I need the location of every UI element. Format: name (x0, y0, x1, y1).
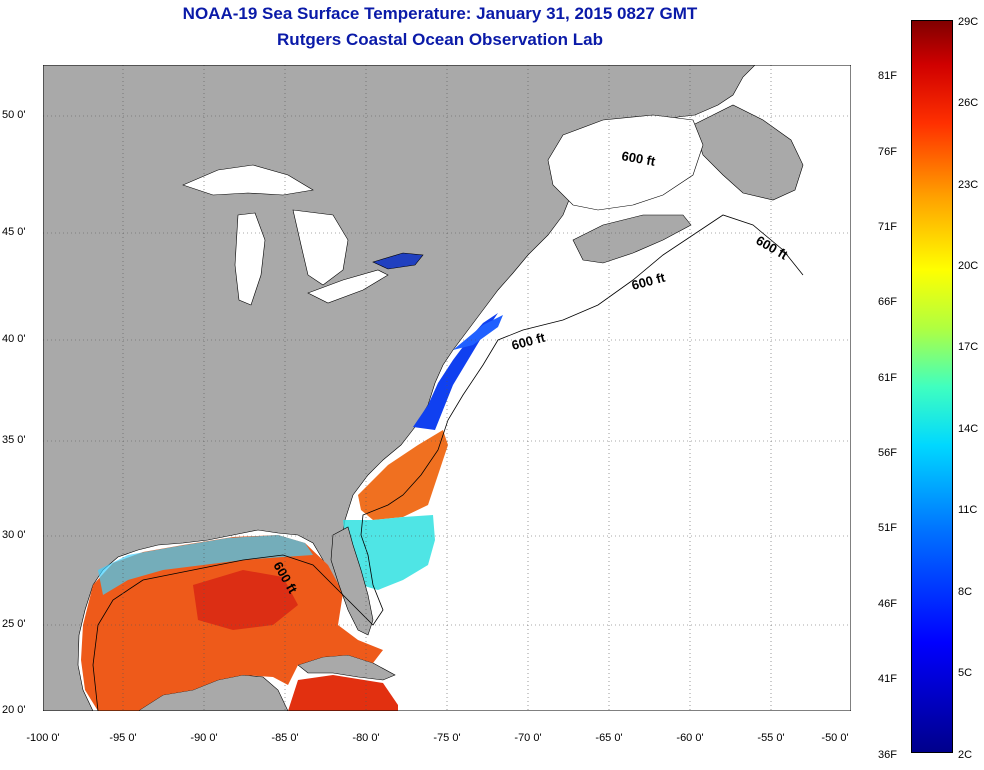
lon-label: -80 0' (352, 732, 380, 744)
sst-gulf-cool-shelf (98, 535, 313, 595)
colorbar-label-c: 5C (958, 667, 973, 679)
lon-label: -70 0' (514, 732, 542, 744)
lat-label: 35 0' (2, 434, 26, 446)
sst-gulf-warm-core (193, 570, 298, 630)
lat-label: 40 0' (2, 333, 26, 345)
colorbar-label-c: 29C (958, 16, 979, 28)
colorbar-label-c: 26C (958, 97, 979, 109)
colorbar-label-f: 61F (878, 372, 897, 384)
lat-label: 45 0' (2, 226, 26, 238)
lat-label: 25 0' (2, 618, 26, 630)
colorbar-label-c: 11C (958, 504, 978, 516)
colorbar-label-f: 46F (878, 598, 897, 610)
colorbar-label-f: 56F (878, 447, 897, 459)
colorbar-label-f: 36F (878, 749, 897, 761)
water-lake-michigan (234, 212, 266, 306)
sst-atlantic-gulf-stream (358, 430, 448, 520)
water-lake-huron (292, 209, 349, 286)
colorbar-label-c: 8C (958, 586, 973, 598)
lon-label: -95 0' (109, 732, 137, 744)
lon-label: -90 0' (190, 732, 218, 744)
sst-caribbean (288, 675, 398, 711)
sst-ny-bight (453, 315, 503, 350)
colorbar-label-f: 76F (878, 146, 897, 158)
lon-label: -75 0' (433, 732, 461, 744)
lon-label: -50 0' (821, 732, 849, 744)
colorbar-label-f: 66F (878, 296, 897, 308)
lat-label: 50 0' (2, 109, 26, 121)
map-title: NOAA-19 Sea Surface Temperature: January… (182, 4, 698, 23)
contour-label-gulf-maine: 600 ft (620, 148, 657, 169)
colorbar-label-c: 17C (958, 341, 979, 353)
lat-label: 20 0' (2, 704, 26, 716)
colorbar-label-f: 41F (878, 673, 897, 685)
land-florida (330, 526, 374, 636)
colorbar-label-c: 2C (958, 749, 973, 761)
water-lake-erie (307, 269, 389, 304)
water-lake-ontario (372, 252, 424, 270)
lon-label: -85 0' (271, 732, 299, 744)
lon-label: -60 0' (676, 732, 704, 744)
water-gulf-st-lawrence (547, 114, 704, 211)
colorbar-label-c: 23C (958, 179, 979, 191)
lon-label: -65 0' (595, 732, 623, 744)
sst-map: 600 ft 600 ft 600 ft 600 ft 600 ft (43, 65, 851, 711)
land-nova-scotia (572, 214, 692, 264)
water-lake-superior (182, 164, 314, 196)
colorbar-label-c: 20C (958, 260, 979, 272)
contour-600ft (92, 214, 804, 711)
colorbar-label-f: 71F (878, 221, 897, 233)
temperature-colorbar (911, 20, 953, 753)
lat-label: 30 0' (2, 529, 26, 541)
land-newfoundland (692, 104, 804, 201)
colorbar-label-f: 51F (878, 522, 897, 534)
map-subtitle: Rutgers Coastal Ocean Observation Lab (277, 30, 603, 49)
colorbar-label-c: 14C (958, 423, 979, 435)
lon-label: -100 0' (26, 732, 60, 744)
lon-label: -55 0' (757, 732, 785, 744)
colorbar-label-f: 81F (878, 70, 897, 82)
graticule (43, 65, 851, 711)
